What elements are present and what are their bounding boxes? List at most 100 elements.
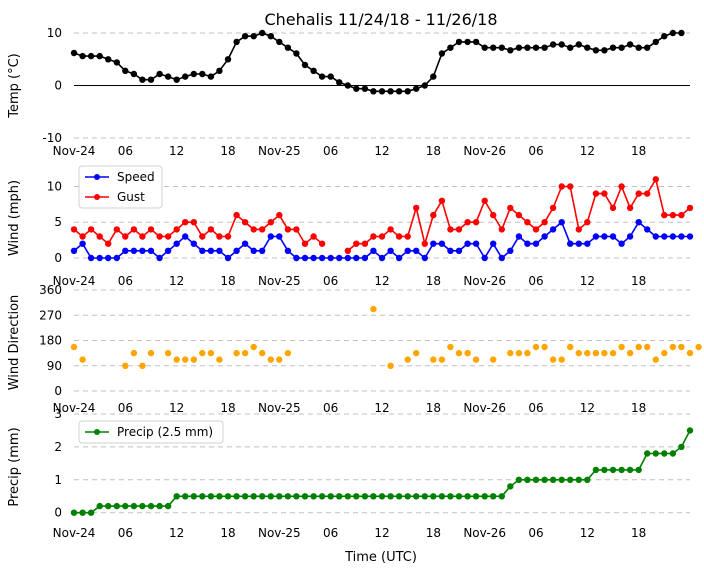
data-point-gust [105, 240, 112, 247]
data-point-precip [336, 493, 343, 500]
data-point-temp [267, 33, 274, 40]
data-point-speed [233, 247, 240, 254]
data-point-speed [541, 233, 548, 240]
data-point-precip [464, 493, 471, 500]
data-point-precip [395, 493, 403, 500]
data-point-speed [549, 226, 557, 233]
data-point-temp [113, 59, 121, 66]
data-point-dir [549, 356, 557, 363]
x-tick-label: 12 [374, 274, 389, 288]
data-point-speed [241, 240, 249, 247]
data-point-temp [472, 38, 480, 46]
data-point-temp [515, 44, 523, 51]
x-tick-label: 06 [528, 144, 543, 158]
x-tick-label: 18 [220, 144, 235, 158]
data-point-temp [490, 44, 497, 51]
data-point-precip [96, 502, 103, 510]
data-point-gust [430, 211, 437, 219]
data-point-speed [652, 233, 659, 240]
data-point-dir [558, 356, 565, 363]
data-point-temp [464, 38, 471, 46]
data-point-temp [318, 73, 326, 80]
data-point-temp [353, 85, 360, 92]
data-point-speed [404, 247, 411, 254]
y-tick-label: 360 [39, 283, 62, 297]
data-point-speed [532, 240, 540, 247]
data-point-dir [532, 343, 540, 351]
data-point-gust [70, 226, 78, 233]
data-point-precip [532, 476, 540, 483]
data-point-precip [156, 502, 163, 510]
data-point-speed [447, 247, 454, 254]
data-point-speed [361, 254, 369, 262]
data-point-dir [182, 356, 189, 363]
data-point-temp [447, 44, 454, 51]
data-point-dir [472, 356, 480, 363]
data-point-precip [678, 443, 685, 451]
data-point-speed [250, 247, 257, 254]
y-axis-label: Precip (mm) [7, 427, 22, 506]
data-point-precip [652, 450, 659, 457]
x-tick-label: 12 [169, 144, 184, 158]
data-point-precip [250, 493, 257, 500]
y-tick-label: 3 [54, 407, 62, 421]
data-point-gust [498, 226, 505, 233]
panel-dir: 0 90 180 270 360 Wind Direction Nov-24 06 12 18 No… [7, 283, 702, 415]
data-point-speed [276, 233, 283, 240]
data-point-gust [216, 233, 223, 240]
data-point-precip [207, 493, 215, 500]
x-tick-label: Nov-24 [53, 274, 96, 288]
data-point-precip [567, 476, 574, 483]
data-point-speed [336, 254, 343, 262]
data-point-precip [575, 476, 582, 483]
data-point-gust [301, 240, 309, 247]
data-point-temp [618, 44, 625, 51]
data-point-precip [353, 493, 360, 500]
data-point-temp [156, 70, 163, 78]
data-point-speed [635, 219, 642, 226]
data-point-gust [284, 226, 292, 233]
data-point-precip [301, 493, 309, 500]
data-point-dir [122, 362, 129, 369]
y-tick-label: 10 [47, 179, 62, 193]
data-point-speed [79, 240, 86, 247]
data-point-speed [678, 233, 685, 240]
data-point-gust [609, 204, 617, 212]
data-point-speed [293, 254, 300, 262]
data-point-gust [652, 176, 659, 183]
data-point-dir [276, 356, 283, 363]
data-point-speed [430, 240, 437, 247]
data-point-gust [490, 211, 497, 219]
data-point-speed [310, 254, 317, 262]
data-point-speed [370, 247, 377, 254]
data-point-dir [250, 343, 257, 351]
x-tick-label: Nov-25 [258, 274, 301, 288]
data-point-speed [259, 247, 266, 254]
data-point-temp [413, 85, 420, 92]
data-point-speed [575, 240, 582, 247]
data-point-dir [669, 343, 677, 351]
data-point-gust [310, 233, 317, 240]
data-point-precip [635, 466, 642, 474]
data-point-dir [644, 343, 651, 351]
legend-marker-precip [94, 429, 100, 435]
data-point-temp [370, 88, 377, 95]
data-point-dir [430, 356, 437, 363]
data-point-speed [524, 240, 531, 247]
x-tick-label: 06 [528, 401, 543, 415]
x-tick-label: Nov-25 [258, 401, 301, 415]
data-point-precip [413, 493, 420, 500]
legend-label-gust: Gust [117, 190, 145, 204]
data-point-gust [293, 226, 300, 233]
x-tick-label: Nov-26 [463, 401, 506, 415]
data-point-precip [618, 466, 625, 474]
legend-wind: Speed Gust [78, 165, 163, 209]
data-point-dir [626, 349, 634, 357]
data-point-precip [626, 466, 634, 474]
y-axis-label: Wind Direction [7, 295, 22, 391]
data-point-precip [130, 502, 138, 510]
data-point-temp [327, 73, 334, 80]
data-point-precip [498, 493, 505, 500]
data-point-precip [609, 466, 617, 474]
